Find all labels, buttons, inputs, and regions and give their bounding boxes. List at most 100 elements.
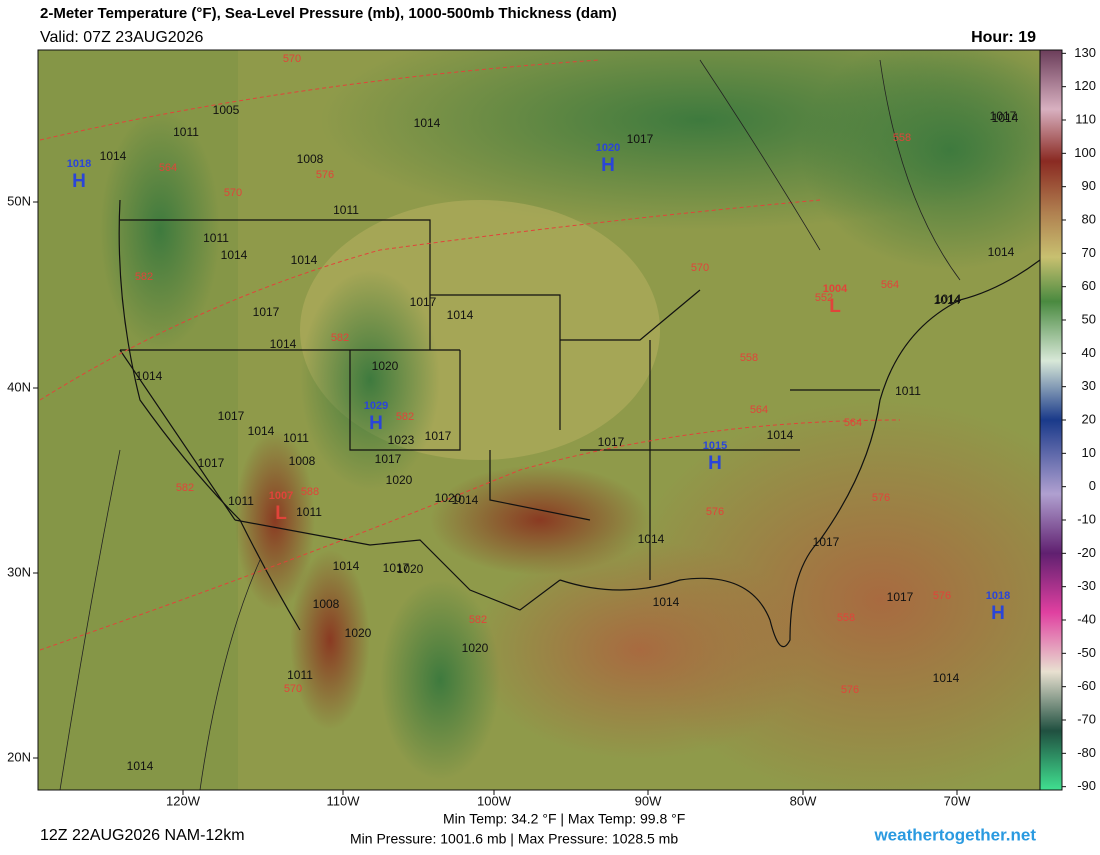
gulf-warm: [470, 540, 810, 760]
thickness-label: 576: [872, 492, 890, 504]
lat-label: 50N: [7, 193, 31, 208]
isobar-label: 1011: [287, 668, 313, 682]
cascades: [100, 110, 220, 350]
lon-label: 80W: [790, 793, 817, 808]
borders: [119, 219, 880, 611]
isobar-label: 1017: [253, 305, 280, 319]
mexico-highlands: [380, 580, 500, 780]
isobar-label: 1017: [383, 561, 410, 575]
sonora-heat: [290, 550, 370, 730]
colorbar-label: 40: [1082, 345, 1096, 360]
colorbar-label: 90: [1082, 178, 1096, 193]
colorbar-label: 80: [1082, 211, 1096, 226]
colorbar-label: 30: [1082, 378, 1096, 393]
colorbar-label: -40: [1077, 611, 1096, 626]
colorbar-label: 0: [1089, 478, 1096, 493]
texas-heat: [430, 465, 650, 575]
isobar-label: 1017: [598, 435, 625, 449]
isobar-label: 1014: [447, 308, 474, 322]
pressure-range: Min Pressure: 1001.6 mb | Max Pressure: …: [350, 831, 678, 847]
isobar-label: 1017: [627, 132, 654, 146]
isobars: [59, 59, 961, 790]
center-value: 1007: [269, 490, 293, 502]
thickness-label: 558: [837, 612, 855, 624]
lat-label: 20N: [7, 749, 31, 764]
isobar-label: 1014: [248, 424, 275, 438]
forecast-hour: Hour: 19: [971, 29, 1036, 46]
center-value: 1018: [986, 590, 1010, 602]
colorbar-label: -90: [1077, 778, 1096, 793]
colorbar-label: -80: [1077, 745, 1096, 760]
isobar-label: 1014: [992, 111, 1019, 125]
site-name: weathertogether.net: [873, 825, 1036, 844]
center-letter: H: [601, 155, 615, 176]
thickness-label: 564: [844, 417, 862, 429]
isobar-label: 1014: [333, 559, 360, 573]
thickness-label: 570: [691, 262, 709, 274]
isobar-label: 1020: [372, 359, 399, 373]
isobar-label: 1014: [452, 493, 479, 507]
isobar-label: 1014: [933, 671, 960, 685]
isobar-label: 1023: [388, 433, 415, 447]
thickness-label: 564: [159, 162, 177, 174]
isobar-label: 1011: [203, 231, 229, 245]
thickness-label: 552: [815, 292, 833, 304]
isobar-label: 1017: [425, 429, 452, 443]
colorbar-label: -60: [1077, 678, 1096, 693]
center-letter: H: [72, 171, 86, 192]
lon-label: 90W: [635, 793, 662, 808]
colorbar: [1039, 49, 1063, 791]
isobar-label: 1017: [375, 452, 402, 466]
lon-label: 100W: [477, 793, 512, 808]
isobar-label: 1005: [213, 103, 240, 117]
isobar-label: 1020: [397, 562, 424, 576]
colorbar-label: 110: [1075, 111, 1096, 126]
thickness-label: 570: [284, 683, 302, 695]
center-value: 1015: [703, 440, 727, 452]
desert-heat: [235, 430, 315, 610]
isobar-label: 1017: [887, 590, 914, 604]
lon-label: 110W: [327, 793, 361, 808]
colorbar-label: 10: [1082, 445, 1096, 460]
isobar-label: 1008: [313, 597, 340, 611]
colorbar-label: 130: [1074, 45, 1096, 60]
isobar-label: 1020: [462, 641, 489, 655]
thickness-label: 582: [396, 411, 414, 423]
thickness-label: 582: [331, 332, 349, 344]
isobar-label: 1014: [136, 369, 163, 383]
isobar-label: 1017: [813, 535, 840, 549]
thickness-label: 588: [301, 486, 319, 498]
isobar-label: 1014: [653, 595, 680, 609]
quebec-cool: [800, 50, 1040, 270]
thickness-label: 582: [135, 271, 153, 283]
thickness-label: 576: [316, 169, 334, 181]
isobar-label: 1011: [296, 505, 322, 519]
center-letter: H: [708, 453, 722, 474]
thickness-label: 558: [740, 352, 758, 364]
lon-label: 120W: [166, 793, 201, 808]
thickness-label: 564: [881, 279, 899, 291]
lat-label: 40N: [7, 379, 31, 394]
colorbar-label: -50: [1077, 645, 1096, 660]
thickness-label: 582: [469, 614, 487, 626]
center-letter: L: [829, 296, 841, 317]
isobar-label: 1017: [218, 409, 245, 423]
colorbar-label: 20: [1082, 411, 1096, 426]
colorbar-label: 50: [1082, 311, 1096, 326]
colorbar-label: 60: [1082, 278, 1096, 293]
thickness-label: 570: [283, 53, 301, 65]
isobar-label: 1017: [198, 456, 225, 470]
colorbar-label: -10: [1077, 511, 1096, 526]
center-letter: H: [991, 603, 1005, 624]
isobar-label: 1011: [173, 125, 199, 139]
title: 2-Meter Temperature (°F), Sea-Level Pres…: [40, 5, 617, 22]
center-value: 1029: [364, 400, 388, 412]
isobar-label: 1017: [990, 109, 1017, 123]
colorbar-label: -70: [1077, 711, 1096, 726]
isobar-label: 1008: [297, 152, 324, 166]
isobar-label: 1014: [414, 116, 441, 130]
center-value: 1004: [823, 283, 848, 295]
isobar-label: 1014: [988, 245, 1015, 259]
isobar-label: 1014: [270, 337, 297, 351]
